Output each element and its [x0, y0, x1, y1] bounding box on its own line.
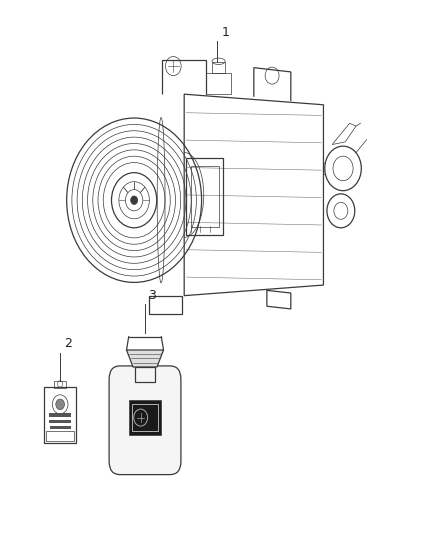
Text: 3: 3 [148, 289, 156, 302]
FancyBboxPatch shape [49, 419, 71, 423]
FancyBboxPatch shape [49, 413, 71, 417]
Circle shape [56, 399, 64, 410]
Polygon shape [127, 350, 163, 367]
FancyBboxPatch shape [129, 400, 161, 435]
Circle shape [131, 196, 138, 205]
Text: 1: 1 [221, 26, 229, 38]
Text: 2: 2 [64, 337, 71, 350]
Polygon shape [135, 367, 155, 382]
FancyBboxPatch shape [109, 366, 181, 474]
FancyBboxPatch shape [49, 425, 71, 429]
